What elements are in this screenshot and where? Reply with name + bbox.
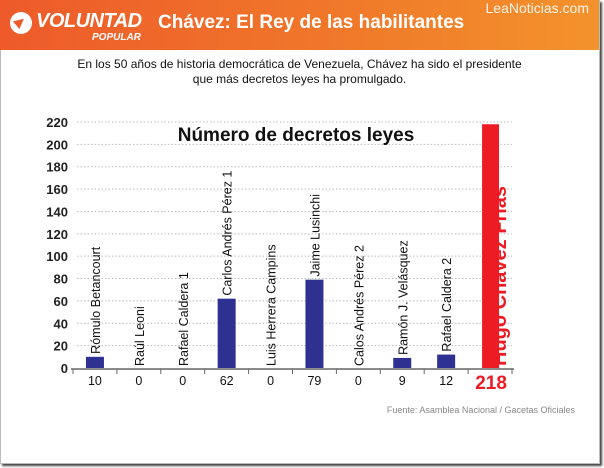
- value-label: 79: [307, 374, 321, 388]
- category-label: Ramón J. Velásquez: [396, 240, 410, 355]
- value-label: 12: [439, 374, 453, 388]
- category-label: Rómulo Betancourt: [89, 246, 103, 354]
- category-label: Calos Andrés Pérez 2: [352, 245, 366, 366]
- logo-sub-text: POPULAR: [92, 32, 141, 43]
- y-tick-label: 80: [54, 272, 68, 287]
- value-label: 10: [88, 374, 102, 388]
- value-label: 0: [267, 374, 274, 388]
- category-label: Carlos Andrés Pérez 1: [221, 171, 235, 296]
- value-label: 0: [355, 374, 362, 388]
- y-tick-label: 0: [61, 361, 68, 376]
- source-note: Fuente: Asamblea Nacional / Gacetas Ofic…: [387, 405, 576, 415]
- arrow-logo-icon: [10, 12, 32, 34]
- category-label: Raúl Leoni: [133, 306, 147, 366]
- y-tick-label: 100: [46, 249, 68, 264]
- page-title: Chávez: El Rey de las habilitantes: [158, 12, 465, 33]
- value-label: 0: [179, 374, 186, 388]
- value-label: 0: [135, 374, 142, 388]
- y-tick-label: 200: [46, 137, 68, 152]
- subtitle: En los 50 años de historia democrática d…: [0, 57, 599, 87]
- bar: [482, 124, 500, 369]
- bar: [85, 356, 104, 368]
- y-tick-label: 60: [54, 294, 68, 309]
- category-label: Rafael Caldera 2: [440, 258, 454, 352]
- watermark: LeaNoticias.com: [485, 0, 590, 16]
- header-banner: VOLUNTAD POPULAR Chávez: El Rey de las h…: [0, 0, 599, 50]
- bar: [437, 354, 456, 368]
- y-tick-label: 40: [54, 316, 68, 331]
- logo-main-text: VOLUNTAD: [36, 10, 142, 32]
- y-tick-label: 160: [46, 182, 68, 197]
- category-label: Jaime Lusinchi: [308, 194, 322, 277]
- subtitle-line-2: que más decretos leyes ha promulgado.: [192, 72, 407, 86]
- bar: [217, 298, 236, 368]
- subtitle-line-1: En los 50 años de historia democrática d…: [77, 57, 522, 71]
- value-label: 9: [399, 374, 406, 388]
- y-tick-label: 120: [46, 227, 68, 242]
- y-tick-label: 180: [46, 160, 68, 175]
- y-tick-label: 20: [54, 339, 68, 354]
- y-tick-label: 220: [46, 115, 68, 130]
- chart-title: Número de decretos leyes: [178, 125, 415, 146]
- bar: [393, 357, 412, 368]
- voluntad-popular-logo: VOLUNTAD POPULAR: [10, 8, 142, 44]
- value-label: 62: [220, 374, 234, 388]
- value-label: 218: [475, 373, 507, 394]
- y-tick-label: 140: [46, 204, 68, 219]
- category-label: Rafael Caldera 1: [177, 272, 191, 366]
- category-label: Luis Herrera Campins: [265, 244, 279, 366]
- category-label: Hugo Chávez Frías: [489, 186, 511, 366]
- bar: [305, 279, 324, 368]
